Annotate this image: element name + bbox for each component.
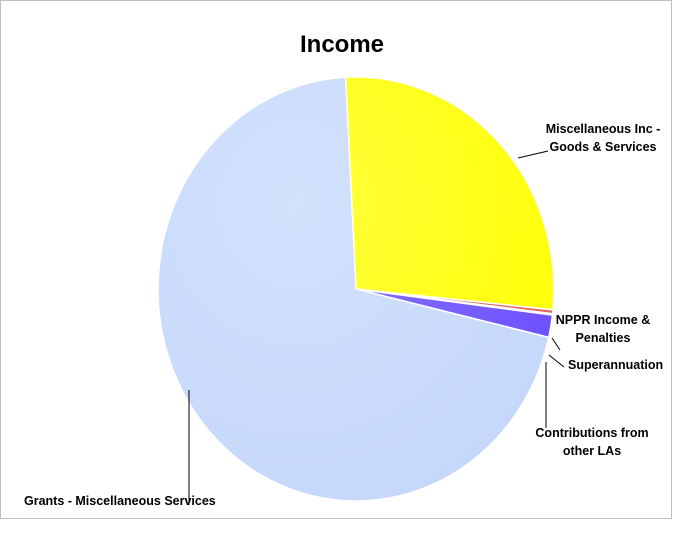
data-labels: Miscellaneous Inc -Goods & Services NPPR … (24, 122, 663, 508)
leader-line (548, 354, 565, 368)
data-label: NPPR Income & Penalties (556, 313, 650, 345)
data-label: Grants - Miscellaneous Services (24, 494, 216, 508)
leader-line (517, 150, 549, 159)
data-label: Superannuation (568, 358, 663, 372)
leader-line (551, 337, 561, 351)
data-label: Contributions from other LAs (535, 426, 648, 458)
chart-title: Income (300, 31, 384, 58)
data-label: Miscellaneous Inc -Goods & Services (546, 122, 661, 154)
pie-slice (344, 76, 555, 311)
leader-lines (188, 150, 565, 505)
pie-slices (157, 76, 555, 502)
